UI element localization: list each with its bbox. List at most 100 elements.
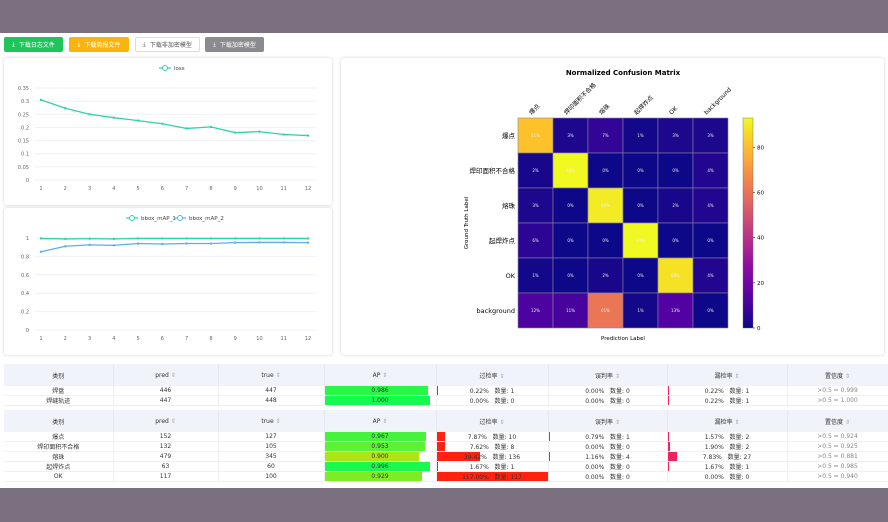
data-point[interactable] — [88, 113, 91, 116]
data-point[interactable] — [306, 241, 310, 244]
sort-icon[interactable]: ⇕ — [170, 417, 176, 425]
data-point[interactable] — [136, 242, 140, 245]
data-point[interactable] — [233, 241, 237, 244]
miss-rate-cell: 0.00% 数量: 0 — [667, 471, 788, 482]
x-tick-label: 5 — [136, 336, 139, 342]
data-point[interactable] — [161, 237, 164, 240]
data-point[interactable] — [64, 107, 67, 110]
column-label: 起焊炸点 — [632, 94, 655, 117]
data-point[interactable] — [306, 237, 310, 240]
data-point[interactable] — [282, 133, 285, 136]
class-cell: OK — [4, 471, 114, 482]
class-cell: 起焊炸点 — [4, 461, 114, 472]
matrix-cell — [622, 187, 659, 224]
sort-icon[interactable]: ⇕ — [844, 372, 850, 380]
legend-item[interactable]: bbox_mAP_1 — [126, 215, 176, 223]
sort-icon[interactable]: ⇕ — [499, 418, 505, 426]
download-button-1[interactable]: ⤓ 下载简报文件 — [69, 37, 129, 52]
ap-cell: 0.929 — [324, 471, 437, 482]
download-button-3[interactable]: ⤓ 下载加密模型 — [205, 37, 264, 52]
button-label: 下载非加密模型 — [149, 42, 192, 49]
data-point[interactable] — [64, 237, 67, 241]
data-point[interactable] — [258, 237, 261, 240]
svg-text:bbox_mAP_1: bbox_mAP_1 — [141, 216, 176, 222]
data-point[interactable] — [306, 134, 310, 137]
x-tick-label: 8 — [209, 186, 212, 192]
data-point[interactable] — [233, 237, 237, 240]
true-cell: 60 — [218, 461, 325, 472]
sort-icon[interactable]: ⇕ — [382, 371, 388, 379]
sort-icon[interactable]: ⇕ — [382, 417, 388, 425]
table-row: 熔珠 479 345 0.900 39.42% 数量: 136 1.16% 数量… — [4, 451, 888, 462]
data-point[interactable] — [136, 119, 140, 122]
data-point[interactable] — [185, 237, 188, 240]
cell-value: 2% — [602, 273, 609, 278]
column-label: 爆点 — [527, 102, 541, 116]
legend-item[interactable]: loss — [159, 65, 185, 73]
data-point[interactable] — [258, 241, 261, 244]
data-point[interactable] — [64, 245, 67, 248]
cell-value: 0% — [637, 203, 644, 208]
data-point[interactable] — [185, 127, 188, 130]
data-point[interactable] — [282, 241, 285, 244]
confidence-cell: >0.5 = 1.000 — [787, 395, 888, 406]
data-point[interactable] — [112, 116, 116, 119]
data-point[interactable] — [185, 242, 188, 245]
sort-icon[interactable]: ⇕ — [275, 417, 281, 425]
column-header[interactable]: pred ⇕ — [113, 410, 219, 432]
sort-icon[interactable]: ⇕ — [275, 371, 281, 379]
x-tick-label: 10 — [256, 186, 262, 192]
sort-icon[interactable]: ⇕ — [734, 372, 740, 380]
column-header[interactable]: 置信度 ⇕ — [787, 410, 888, 432]
pred-cell: 63 — [113, 461, 219, 472]
data-point[interactable] — [258, 130, 261, 133]
data-point[interactable] — [88, 237, 91, 240]
download-button-0[interactable]: ⤓ 下载日志文件 — [4, 37, 63, 52]
column-header[interactable]: true ⇕ — [218, 364, 325, 386]
column-header[interactable]: 过检率 ⇕ — [436, 364, 549, 386]
data-point[interactable] — [161, 242, 164, 246]
cell-value: 0% — [707, 308, 714, 313]
cell-value: 4% — [707, 203, 714, 208]
column-header[interactable]: pred ⇕ — [113, 364, 219, 386]
column-header[interactable]: AP ⇕ — [324, 364, 437, 386]
column-header[interactable]: 漏检率 ⇕ — [667, 410, 788, 432]
x-tick-label: 12 — [305, 336, 311, 342]
data-point[interactable] — [282, 237, 285, 240]
sort-icon[interactable]: ⇕ — [614, 372, 620, 380]
data-point[interactable] — [209, 125, 213, 129]
cell-value: 0% — [602, 238, 609, 243]
column-header[interactable]: 过检率 ⇕ — [436, 410, 549, 432]
data-point[interactable] — [88, 243, 91, 247]
column-header[interactable]: 误判率 ⇕ — [548, 364, 668, 386]
data-point[interactable] — [39, 237, 43, 240]
data-point[interactable] — [39, 98, 43, 102]
column-header[interactable]: 置信度 ⇕ — [787, 364, 888, 386]
sort-icon[interactable]: ⇕ — [614, 418, 620, 426]
x-tick-label: 2 — [64, 336, 67, 342]
column-header[interactable]: 漏检率 ⇕ — [667, 364, 788, 386]
over-check-cell: 0.00% 数量: 0 — [436, 395, 549, 406]
class-cell: 焊缝轨迹 — [4, 395, 114, 406]
cell-value: 1% — [637, 308, 644, 313]
sort-icon[interactable]: ⇕ — [499, 372, 505, 380]
column-header[interactable]: true ⇕ — [218, 410, 325, 432]
data-point[interactable] — [161, 122, 164, 125]
column-header[interactable]: AP ⇕ — [324, 410, 437, 432]
miss-rate-bar — [667, 442, 670, 451]
misjudge-cell: 0.00% 数量: 0 — [548, 441, 668, 452]
data-point[interactable] — [233, 131, 237, 134]
column-header[interactable]: 误判率 ⇕ — [548, 410, 668, 432]
sort-icon[interactable]: ⇕ — [844, 418, 850, 426]
legend-item[interactable]: bbox_mAP_2 — [174, 215, 224, 223]
data-point[interactable] — [112, 244, 116, 247]
sort-icon[interactable]: ⇕ — [170, 371, 176, 379]
data-point[interactable] — [112, 237, 116, 241]
data-point[interactable] — [136, 237, 140, 240]
data-point[interactable] — [209, 242, 213, 245]
data-point[interactable] — [209, 237, 213, 240]
sort-icon[interactable]: ⇕ — [734, 418, 740, 426]
button-label: 下载简报文件 — [84, 42, 121, 49]
download-button-2[interactable]: ⤓ 下载非加密模型 — [135, 37, 200, 52]
data-point[interactable] — [39, 250, 43, 253]
